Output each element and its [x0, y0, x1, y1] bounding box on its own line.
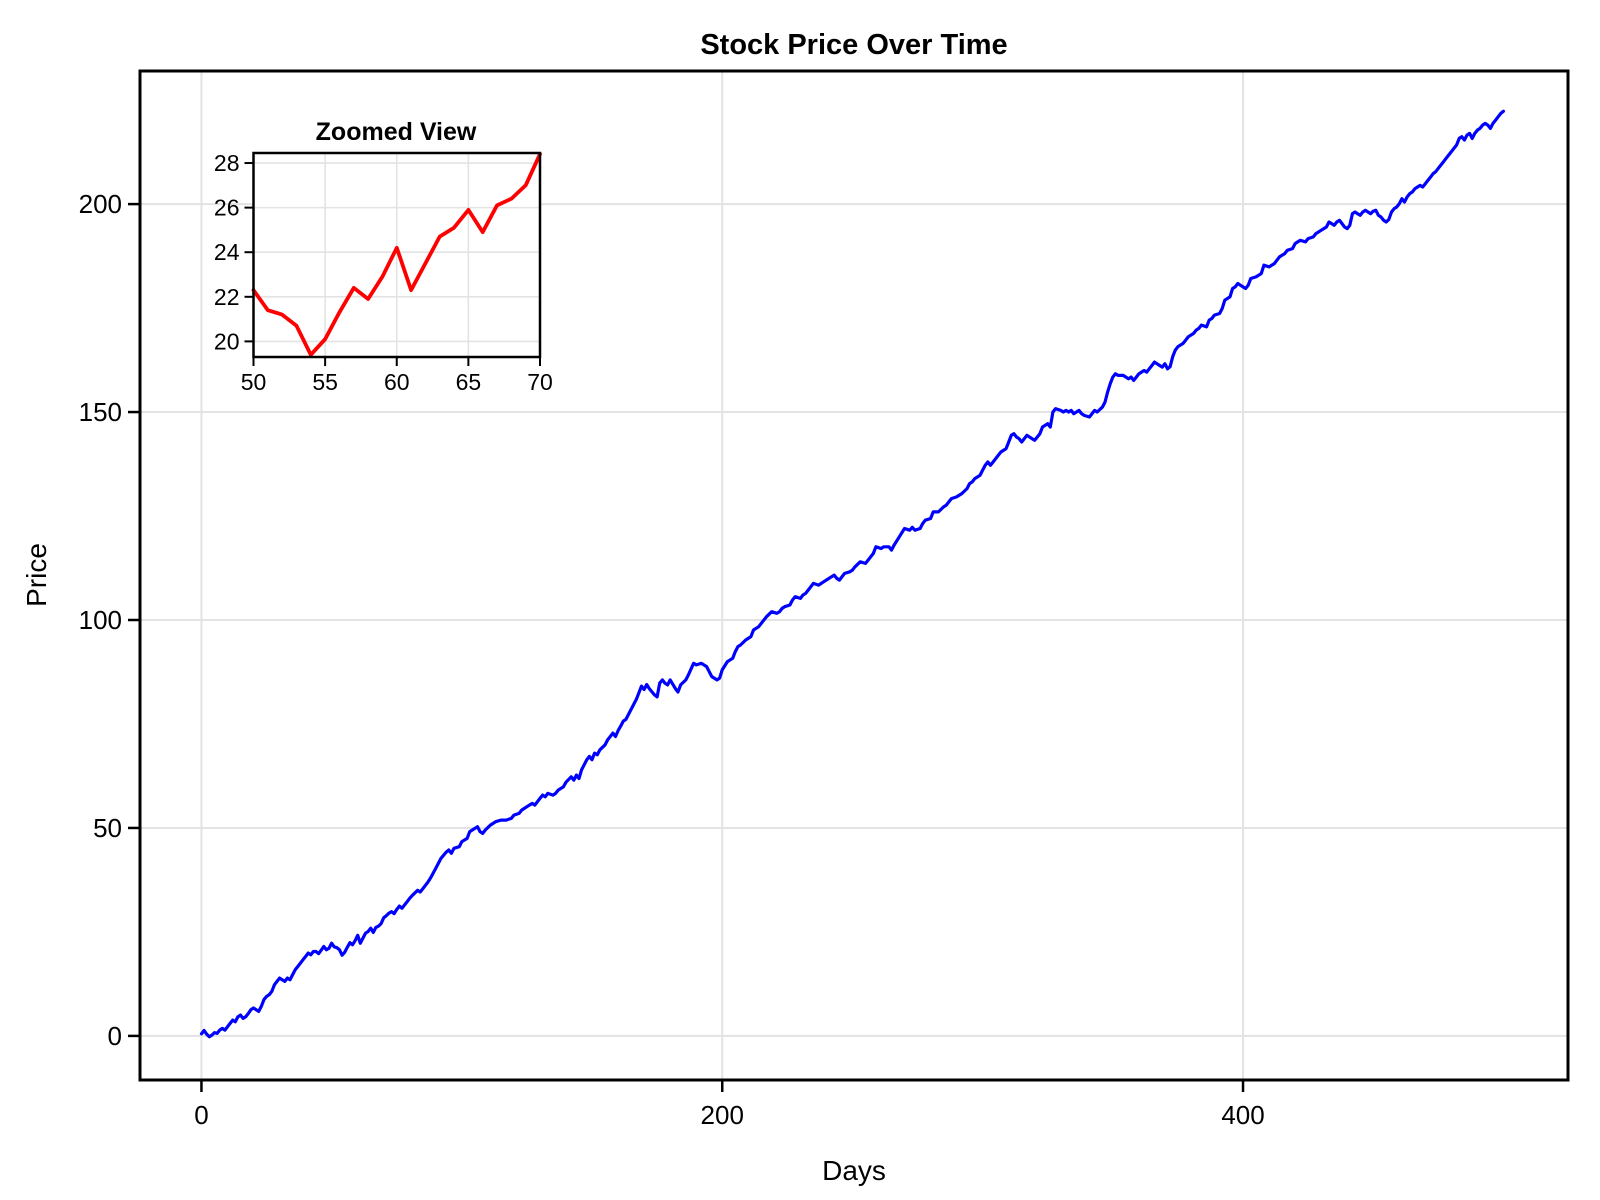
inset-x-tick-label: 70	[527, 369, 553, 395]
main-axes-border	[138, 69, 1570, 1082]
inset-y-tick-label: 20	[214, 328, 240, 354]
inset-y-tick-label: 26	[214, 195, 240, 221]
main-y-tick-label: 0	[108, 1021, 122, 1051]
inset-x-tick-label: 60	[384, 369, 410, 395]
main-y-tick-label: 50	[93, 813, 122, 843]
main-series-line	[199, 109, 1506, 1039]
inset-x-tick-label: 55	[312, 369, 338, 395]
chart-title: Stock Price Over Time	[700, 29, 1007, 61]
main-x-tick-label: 400	[1221, 1100, 1264, 1130]
x-axis-label: Days	[822, 1155, 886, 1186]
inset-y-tick-label: 22	[214, 284, 240, 310]
main-x-tick-label: 0	[194, 1100, 208, 1130]
inset-x-tick-label: 50	[241, 369, 267, 395]
main-x-tick-label: 200	[701, 1100, 744, 1130]
y-axis-label: Price	[21, 543, 52, 607]
inset-x-tick-label: 65	[456, 369, 482, 395]
main-y-tick-label: 100	[79, 605, 122, 635]
inset-title: Zoomed View	[316, 118, 477, 146]
inset-y-tick-label: 28	[214, 150, 240, 176]
main-y-tick-label: 200	[79, 189, 122, 219]
inset-y-tick-label: 24	[214, 239, 240, 265]
main-y-tick-label: 150	[79, 397, 122, 427]
main-axes: 0 200 400 0 50 100 150 200	[79, 69, 1570, 1130]
inset-axes: 50 55 60 65 70 20 22 24 26 28	[214, 150, 553, 395]
inset-series-line	[251, 152, 542, 357]
